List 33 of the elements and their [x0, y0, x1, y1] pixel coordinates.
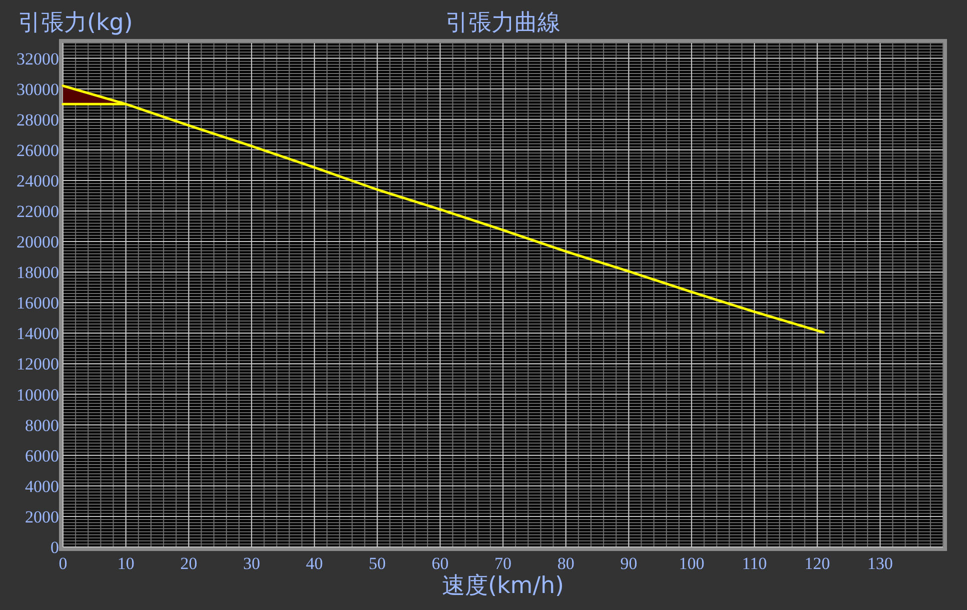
x-tick-label: 50	[368, 554, 386, 573]
y-tick-label: 22000	[16, 202, 59, 221]
y-tick-label: 0	[50, 538, 59, 557]
x-tick-label: 100	[678, 554, 704, 573]
y-tick-label: 30000	[16, 80, 59, 99]
y-tick-label: 20000	[16, 232, 59, 252]
y-tick-label: 24000	[16, 171, 59, 190]
x-tick-label: 60	[432, 554, 449, 573]
y-tick-label: 10000	[16, 385, 59, 404]
y-tick-label: 32000	[16, 49, 59, 68]
x-tick-label: 110	[742, 554, 767, 573]
x-tick-label: 30	[243, 554, 260, 573]
x-axis-title: 速度(km/h)	[442, 573, 564, 599]
y-tick-label: 14000	[16, 324, 59, 344]
x-tick-label: 70	[494, 554, 512, 573]
x-tick-label: 20	[180, 554, 198, 573]
y-tick-label: 26000	[16, 140, 59, 160]
y-axis-title: 引張力(kg)	[18, 10, 133, 36]
x-tick-label: 120	[804, 554, 830, 573]
chart-title: 引張力曲線	[446, 10, 560, 36]
x-tick-label: 90	[620, 554, 638, 573]
x-tick-label: 10	[117, 554, 134, 573]
y-tick-label: 4000	[25, 476, 59, 496]
y-tick-label: 28000	[16, 110, 59, 130]
y-tick-label: 8000	[25, 416, 59, 435]
x-tick-label: 40	[306, 554, 323, 573]
y-tick-label: 2000	[25, 507, 59, 526]
x-tick-label: 130	[867, 554, 893, 573]
y-tick-label: 18000	[16, 263, 59, 282]
y-tick-label: 6000	[25, 446, 59, 466]
y-tick-label: 16000	[16, 294, 59, 313]
x-tick-label: 80	[557, 554, 574, 573]
y-tick-label: 12000	[16, 354, 59, 374]
